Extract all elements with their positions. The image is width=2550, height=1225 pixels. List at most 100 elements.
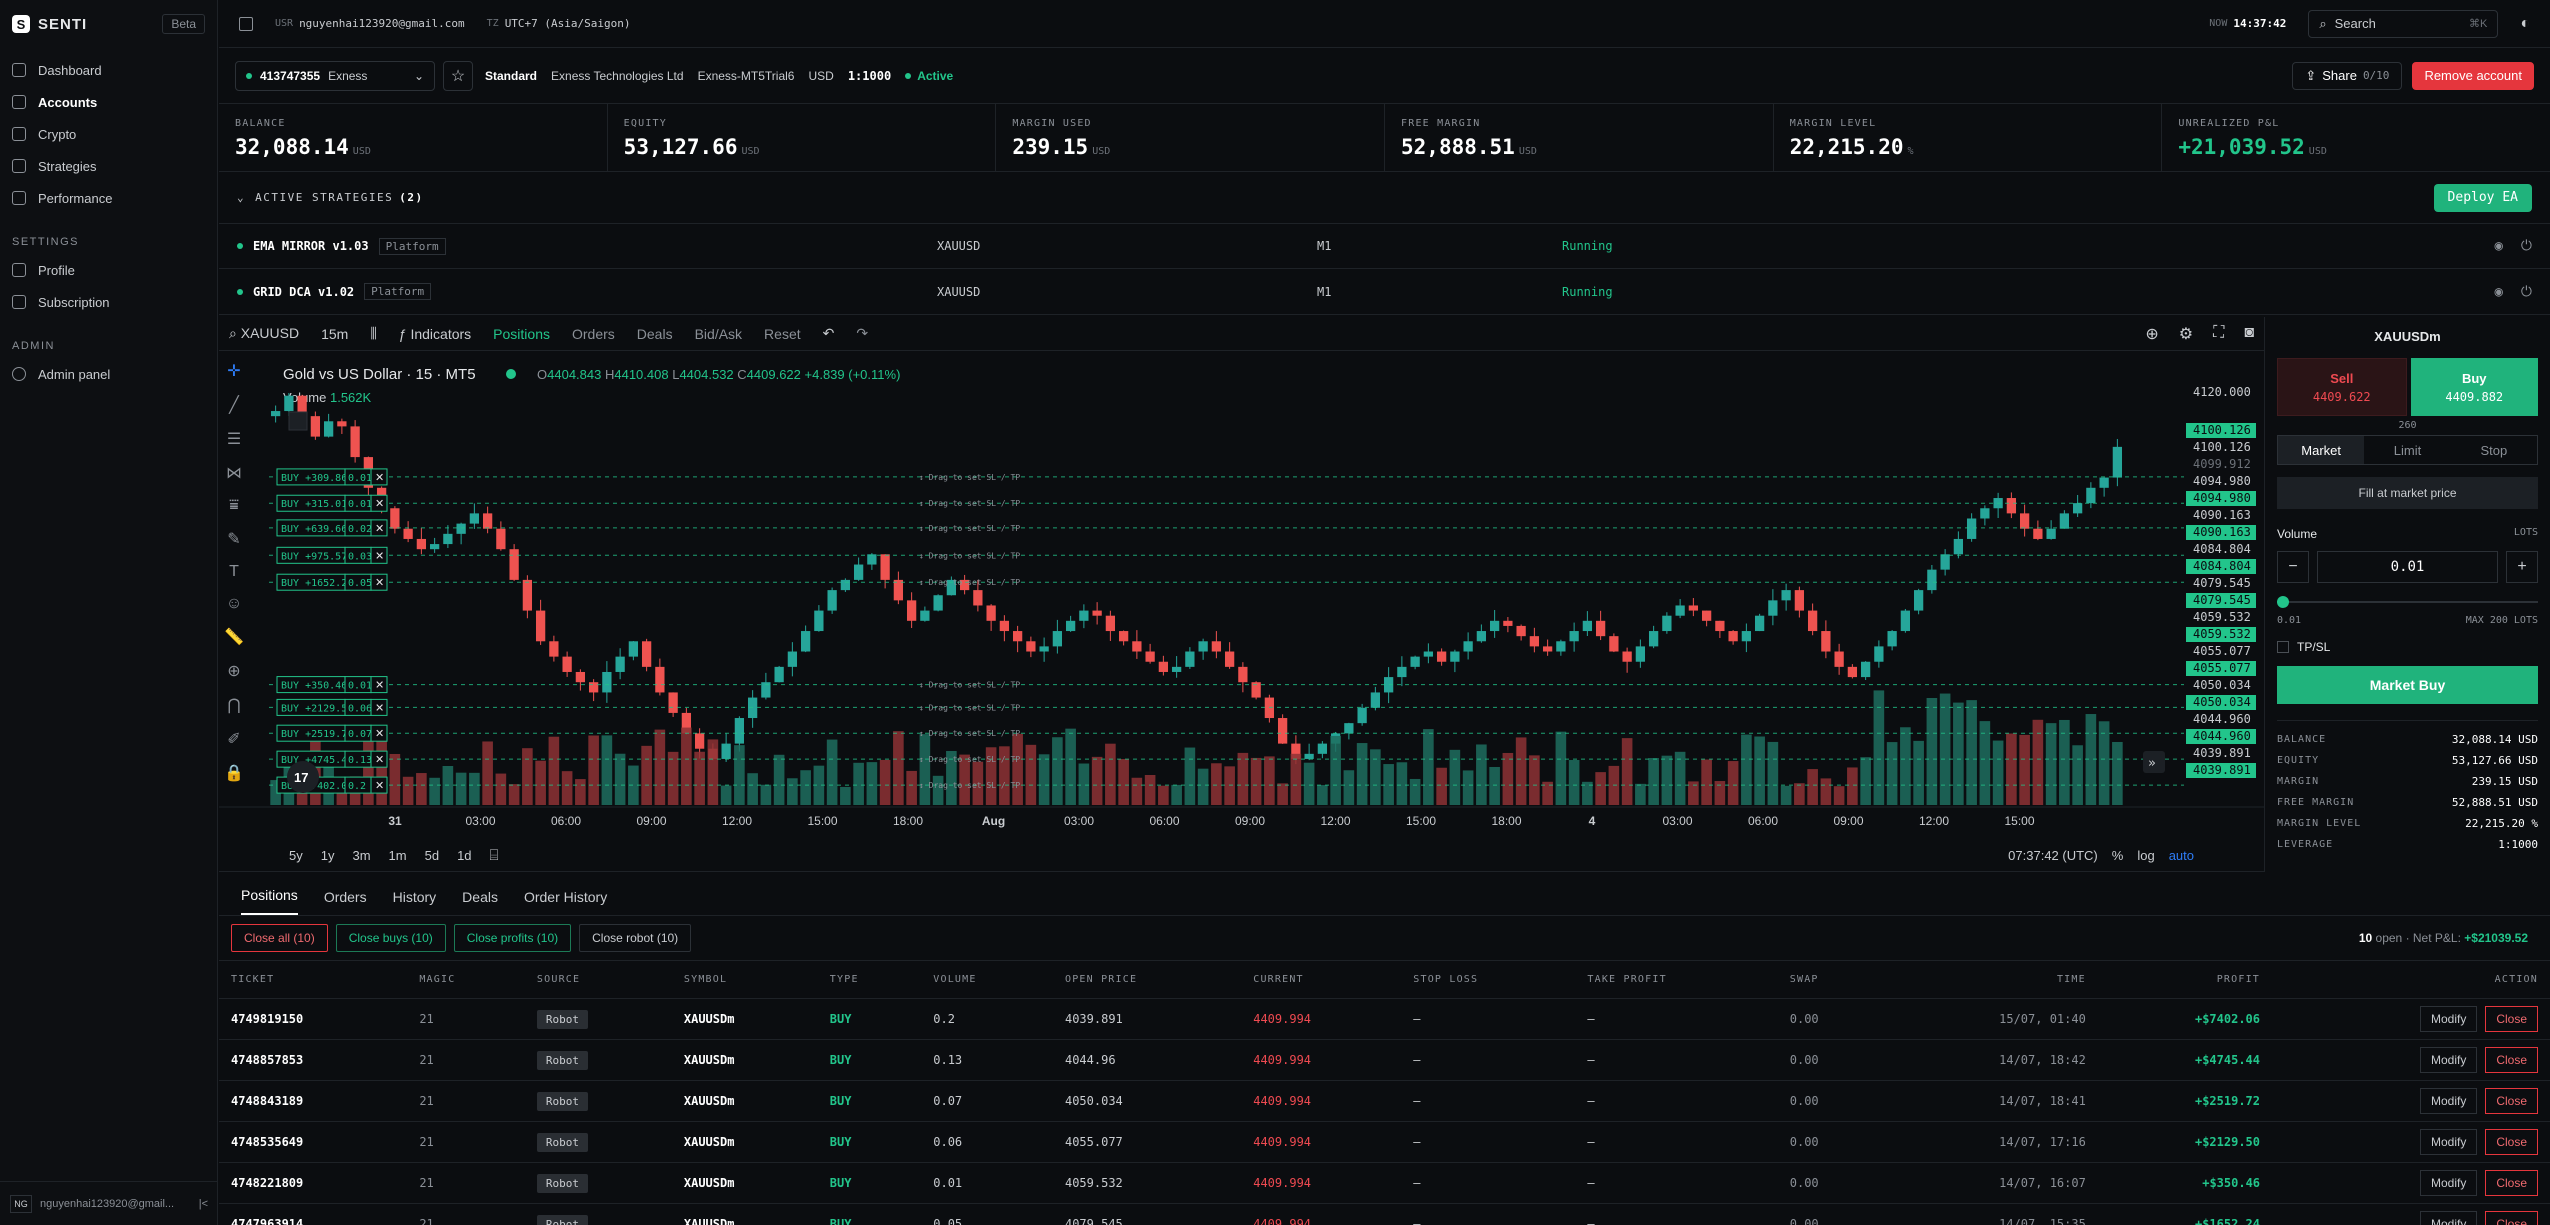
- volume-input[interactable]: 0.01: [2317, 551, 2498, 583]
- pattern-icon[interactable]: ⋈: [226, 465, 242, 482]
- candle-type-icon[interactable]: ⫼: [370, 325, 377, 341]
- collapse-legend-icon[interactable]: [288, 411, 308, 431]
- deploy-ea-button[interactable]: Deploy EA: [2433, 183, 2532, 212]
- eye-icon[interactable]: ◉: [2494, 238, 2503, 254]
- crosshair-icon[interactable]: ✛: [227, 363, 241, 380]
- range-button[interactable]: 5y: [289, 847, 303, 863]
- log-toggle[interactable]: log: [2137, 847, 2155, 863]
- auto-scale-toggle[interactable]: auto: [2168, 847, 2194, 863]
- scroll-right-icon[interactable]: [2143, 751, 2165, 773]
- close-profits-button[interactable]: Close profits (10): [453, 924, 572, 952]
- buy-button[interactable]: Buy 4409.882: [2410, 358, 2538, 416]
- bidask-toggle[interactable]: Bid/Ask: [694, 325, 743, 342]
- position-tag[interactable]: BUY +350.46 0.01 ✕: [276, 676, 388, 694]
- volume-decrease-button[interactable]: −: [2277, 551, 2309, 583]
- brush-icon[interactable]: ✎: [227, 531, 241, 548]
- fib-icon[interactable]: ⩸: [229, 497, 239, 514]
- price-chart[interactable]: Gold vs US Dollar · 15 · MT5 O4404.843 H4…: [219, 317, 2264, 872]
- favorite-button[interactable]: ☆: [443, 60, 473, 91]
- tab-stop[interactable]: Stop: [2480, 442, 2508, 458]
- close-position-button[interactable]: Close: [2485, 1129, 2538, 1155]
- close-icon[interactable]: ✕: [375, 471, 384, 484]
- ruler-icon[interactable]: 📏: [224, 629, 244, 646]
- market-buy-button[interactable]: Market Buy: [2277, 666, 2538, 704]
- position-tag[interactable]: BUY +4745.440.13 ✕: [276, 750, 388, 768]
- volume-slider[interactable]: [2277, 596, 2538, 608]
- strategy-row[interactable]: EMA MIRROR v1.03 Platform XAUUSD M1 Running ◉…: [219, 224, 2550, 269]
- tab-market[interactable]: Market: [2278, 436, 2365, 464]
- close-position-button[interactable]: Close: [2485, 1006, 2538, 1032]
- close-icon[interactable]: ✕: [375, 522, 384, 535]
- positions-toggle[interactable]: Positions: [493, 325, 550, 342]
- collapse-sidebar-icon[interactable]: |<: [198, 1197, 208, 1210]
- sidebar-item-strategies[interactable]: Strategies: [0, 150, 217, 182]
- search-input[interactable]: ⌕ Search ⌘K: [2308, 9, 2499, 38]
- position-tag[interactable]: BUY +1652.240.05 ✕: [276, 573, 388, 591]
- zoom-icon[interactable]: ⊕: [2145, 325, 2159, 343]
- tab-orders[interactable]: Orders: [323, 889, 367, 905]
- lock-drawings-icon[interactable]: ✐: [227, 731, 241, 748]
- horizontal-lines-icon[interactable]: ☰: [226, 431, 242, 448]
- range-button[interactable]: 3m: [352, 847, 371, 863]
- close-position-button[interactable]: Close: [2485, 1211, 2538, 1225]
- close-position-button[interactable]: Close: [2485, 1088, 2538, 1114]
- undo-icon[interactable]: ↶: [822, 325, 835, 341]
- share-button[interactable]: ⇪ Share 0/10: [2292, 61, 2403, 90]
- close-position-button[interactable]: Close: [2485, 1047, 2538, 1073]
- sidebar-item-crypto[interactable]: Crypto: [0, 118, 217, 150]
- strategy-row[interactable]: GRID DCA v1.02 Platform XAUUSD M1 Running ◉ ⏻: [219, 269, 2550, 314]
- fullscreen-icon[interactable]: ⛶: [2213, 323, 2225, 341]
- sidebar-item-profile[interactable]: Profile: [0, 254, 217, 286]
- tradingview-logo-icon[interactable]: [287, 761, 319, 793]
- redo-icon[interactable]: ↷: [856, 325, 869, 341]
- sidebar-user[interactable]: NG nguyenhai123920@gmail... |<: [0, 1181, 218, 1225]
- position-tag[interactable]: BUY +315.01 0.01 ✕: [276, 494, 388, 512]
- sidebar-item-accounts[interactable]: Accounts: [0, 86, 217, 118]
- sidebar-item-performance[interactable]: Performance: [0, 182, 217, 214]
- reset-button[interactable]: Reset: [764, 325, 801, 342]
- close-icon[interactable]: ✕: [375, 497, 384, 510]
- slider-handle[interactable]: [2277, 596, 2289, 608]
- close-buys-button[interactable]: Close buys (10): [335, 924, 446, 952]
- tab-positions[interactable]: Positions: [241, 887, 298, 915]
- tpsl-toggle[interactable]: TP/SL: [2277, 640, 2538, 654]
- range-button[interactable]: 5d: [424, 847, 440, 863]
- text-icon[interactable]: T: [229, 563, 239, 580]
- close-all-button[interactable]: Close all (10): [231, 924, 328, 952]
- tab-deals[interactable]: Deals: [462, 889, 498, 905]
- percent-toggle[interactable]: %: [2111, 847, 2124, 863]
- position-tag[interactable]: BUY +639.66 0.02 ✕: [276, 519, 388, 537]
- position-tag[interactable]: BUY +309.86 0.01 ✕: [276, 468, 388, 486]
- modify-button[interactable]: Modify: [2419, 1211, 2478, 1225]
- strategies-header[interactable]: ⌄ ACTIVE STRATEGIES (2) Deploy EA: [219, 172, 2550, 224]
- settings-gear-icon[interactable]: ⚙: [2178, 325, 2194, 343]
- close-icon[interactable]: ✕: [375, 727, 384, 740]
- tpsl-checkbox[interactable]: [2277, 641, 2289, 653]
- interval-button[interactable]: 15m: [321, 325, 349, 342]
- modify-button[interactable]: Modify: [2419, 1088, 2478, 1114]
- position-tag[interactable]: BUY +2519.720.07 ✕: [276, 724, 388, 742]
- sell-button[interactable]: Sell 4409.622: [2277, 358, 2407, 416]
- volume-increase-button[interactable]: +: [2506, 551, 2538, 583]
- power-icon[interactable]: ⏻: [2520, 238, 2532, 254]
- range-button[interactable]: 1m: [388, 847, 407, 863]
- trend-line-icon[interactable]: ╱: [229, 397, 239, 414]
- eye-icon[interactable]: ◉: [2494, 283, 2503, 300]
- emoji-icon[interactable]: ☺: [225, 595, 243, 612]
- close-icon[interactable]: ✕: [375, 549, 384, 562]
- symbol-search[interactable]: ⌕ XAUUSD: [229, 325, 299, 342]
- range-button[interactable]: 1d: [457, 847, 472, 863]
- close-icon[interactable]: ✕: [375, 576, 384, 589]
- remove-account-button[interactable]: Remove account: [2412, 61, 2534, 90]
- close-icon[interactable]: ✕: [375, 679, 384, 692]
- close-icon[interactable]: ✕: [375, 753, 384, 766]
- magnet-icon[interactable]: ⋂: [227, 697, 241, 714]
- close-robot-button[interactable]: Close robot (10): [579, 924, 692, 952]
- position-tag[interactable]: BUY +2129.500.06 ✕: [276, 698, 388, 716]
- range-button[interactable]: 1y: [320, 847, 335, 863]
- modify-button[interactable]: Modify: [2419, 1006, 2478, 1032]
- sidebar-item-admin-panel[interactable]: Admin panel: [0, 358, 217, 390]
- power-icon[interactable]: ⏻: [2520, 283, 2532, 300]
- close-position-button[interactable]: Close: [2485, 1170, 2538, 1196]
- goto-date-icon[interactable]: ⌸: [489, 846, 499, 864]
